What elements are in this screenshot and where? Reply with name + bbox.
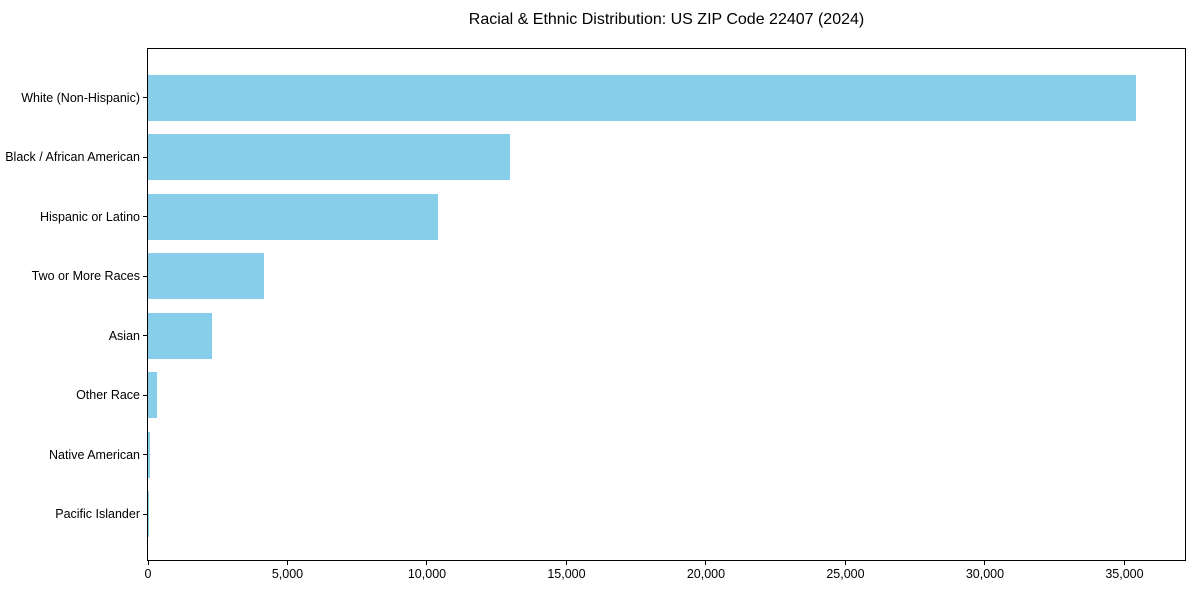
bar xyxy=(148,134,510,180)
x-tick-mark xyxy=(705,560,707,565)
x-axis-tick-label: 0 xyxy=(144,567,152,581)
y-tick-mark xyxy=(143,216,147,217)
x-tick-mark xyxy=(147,560,149,565)
x-tick-mark xyxy=(984,560,986,565)
y-axis-category-label: Hispanic or Latino xyxy=(39,209,140,224)
y-tick-mark xyxy=(143,335,147,336)
x-axis-tick-label: 15,000 xyxy=(547,567,586,581)
bar xyxy=(148,431,150,478)
chart-title: Racial & Ethnic Distribution: US ZIP Cod… xyxy=(468,11,865,28)
y-axis-category-label: Pacific Islander xyxy=(55,507,140,521)
y-axis-category-label: Native American xyxy=(48,447,140,462)
y-tick-mark xyxy=(143,454,147,455)
x-axis-tick-label: 35,000 xyxy=(1105,567,1144,581)
x-tick-mark xyxy=(844,560,846,565)
y-axis-category-label: Asian xyxy=(108,328,140,343)
x-axis-tick-label: 25,000 xyxy=(826,567,865,581)
y-axis-category-label: White (Non-Hispanic) xyxy=(21,90,140,105)
x-tick-mark xyxy=(565,560,567,565)
bar xyxy=(148,312,212,359)
bar xyxy=(148,193,439,240)
y-axis-category-label: Black / African American xyxy=(5,150,140,164)
y-tick-mark xyxy=(143,97,147,98)
bar xyxy=(148,253,264,299)
y-tick-mark xyxy=(143,394,147,396)
y-tick-mark xyxy=(143,513,147,515)
x-axis-tick-label: 10,000 xyxy=(407,567,447,581)
y-tick-mark xyxy=(143,275,147,277)
x-axis-tick-label: 5,000 xyxy=(271,567,304,581)
y-tick-mark xyxy=(143,156,147,158)
bar xyxy=(148,372,158,418)
x-tick-mark xyxy=(286,560,288,565)
y-axis-category-label: Two or More Races xyxy=(31,269,140,283)
x-axis-tick-label: 20,000 xyxy=(686,567,726,581)
x-tick-mark xyxy=(1123,560,1125,565)
bar xyxy=(148,491,149,537)
y-axis-category-label: Other Race xyxy=(76,388,140,402)
bar xyxy=(148,74,1136,121)
plot-area: White (Non-Hispanic) Black / African Amer… xyxy=(5,48,1186,581)
x-tick-mark xyxy=(426,560,428,565)
x-axis-tick-label: 30,000 xyxy=(965,567,1005,581)
